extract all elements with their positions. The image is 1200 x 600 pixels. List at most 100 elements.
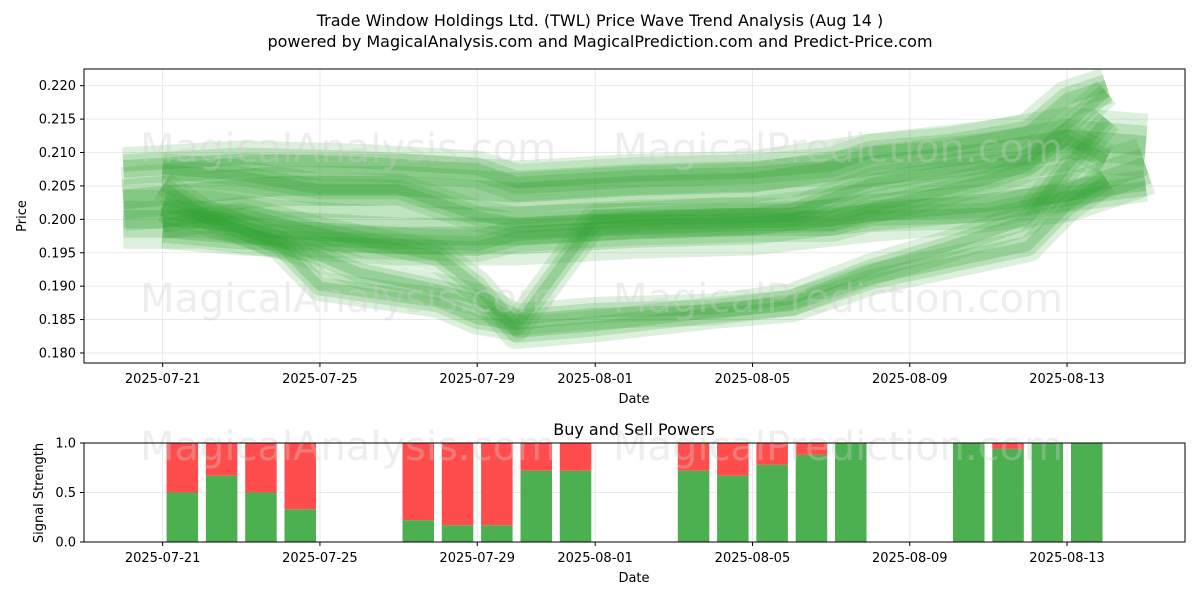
- sell-bar: [992, 443, 1024, 449]
- price-wave-band-8: [161, 169, 1148, 263]
- buy-bar: [205, 475, 238, 542]
- price-y-tick-label: 0.220: [39, 79, 76, 94]
- buy-bar: [441, 525, 474, 542]
- power-chart-title: Buy and Sell Powers: [553, 420, 715, 439]
- chart-title-line1: Trade Window Holdings Ltd. (TWL) Price W…: [316, 11, 884, 30]
- watermark-top-right-2: MagicalPrediction.com: [613, 276, 1063, 322]
- price-wave-band-4: [161, 171, 1113, 343]
- price-wave-band-5: [121, 119, 1148, 220]
- price-y-tick-label: 0.190: [39, 280, 76, 295]
- watermark-top-left-1: MagicalAnalysis.com: [140, 126, 556, 172]
- power-x-tick-label: 2025-08-13: [1029, 551, 1105, 566]
- sell-bar: [717, 443, 749, 476]
- power-x-tick-label: 2025-07-21: [125, 551, 201, 566]
- price-wave-band-8: [162, 180, 1147, 252]
- price-wave-band-2: [158, 108, 1119, 336]
- price-chart-frame: [83, 68, 1186, 364]
- buy-bar: [1071, 443, 1103, 542]
- price-wave-band-4: [160, 166, 1116, 349]
- price-x-tick-label: 2025-07-25: [282, 372, 358, 387]
- sell-bar: [559, 443, 592, 471]
- price-wave-band-7: [122, 74, 1111, 195]
- buy-bar: [402, 520, 434, 542]
- sell-bar: [756, 443, 788, 465]
- price-x-tick-label: 2025-08-13: [1029, 372, 1105, 387]
- buy-bar: [284, 509, 316, 542]
- buy-bar: [559, 470, 592, 542]
- price-chart-grid: [84, 69, 1185, 363]
- buy-bar: [1031, 443, 1064, 542]
- sell-bar: [284, 443, 316, 510]
- price-chart-watermarks: MagicalAnalysis.com MagicalPrediction.co…: [140, 126, 1063, 322]
- price-y-tick-label: 0.210: [39, 146, 76, 161]
- price-x-axis-label: Date: [618, 392, 649, 407]
- price-wave-band-7: [122, 69, 1113, 202]
- power-bars: [166, 443, 1103, 542]
- price-wave-band-3: [157, 85, 1113, 336]
- power-x-tick-label: 2025-08-09: [872, 551, 948, 566]
- power-x-tick-label: 2025-08-01: [557, 551, 633, 566]
- sell-bar: [245, 443, 277, 493]
- watermark-top-left-2: MagicalAnalysis.com: [140, 276, 556, 322]
- sell-bar: [677, 443, 710, 471]
- sell-bar: [402, 443, 434, 521]
- price-wave-band-8: [161, 175, 1147, 257]
- price-y-tick-label: 0.180: [39, 346, 76, 361]
- power-y-tick-label: 1.0: [55, 437, 76, 452]
- buy-bar: [166, 492, 199, 542]
- price-wave-band-4: [161, 175, 1110, 338]
- price-wave-band-6: [123, 157, 1149, 246]
- buy-bar: [717, 475, 749, 542]
- watermark-top-right-1: MagicalPrediction.com: [613, 126, 1063, 172]
- price-wave-band-6: [123, 138, 1156, 266]
- price-x-tick-label: 2025-08-01: [557, 372, 633, 387]
- price-wave-bands: [120, 69, 1156, 349]
- buy-bar: [481, 525, 513, 542]
- buy-bar: [835, 443, 867, 542]
- power-y-axis-label: Signal Strength: [32, 443, 47, 543]
- sell-bar: [166, 443, 199, 493]
- sell-bar: [520, 443, 552, 471]
- price-wave-band-6: [123, 148, 1152, 255]
- price-wave-band-7: [122, 80, 1109, 189]
- power-x-tick-label: 2025-07-29: [439, 551, 515, 566]
- price-y-tick-label: 0.185: [39, 313, 76, 328]
- price-y-axis-label: Price: [15, 200, 30, 232]
- watermark-bottom-left: MagicalAnalysis.com: [140, 424, 556, 470]
- power-x-tick-label: 2025-08-05: [715, 551, 791, 566]
- buy-bar: [795, 454, 828, 542]
- power-x-tick-label: 2025-07-25: [282, 551, 358, 566]
- watermark-bottom-right: MagicalPrediction.com: [613, 424, 1063, 470]
- price-wave-band-5: [120, 107, 1149, 232]
- price-wave-band-1: [162, 134, 1109, 228]
- price-wave-band-2: [161, 115, 1111, 325]
- chart-title-line2: powered by MagicalAnalysis.com and Magic…: [267, 32, 932, 51]
- price-x-tick-label: 2025-08-05: [715, 372, 791, 387]
- buy-bar: [756, 464, 788, 542]
- sell-bar: [205, 443, 238, 476]
- sell-bar: [481, 443, 513, 526]
- buy-bar: [677, 470, 710, 542]
- price-wave-band-2: [159, 112, 1115, 330]
- power-y-tick-label: 0.0: [55, 536, 76, 551]
- price-chart-axes: 2025-07-21 2025-07-25 2025-07-29 2025-08-01…: [39, 79, 1105, 387]
- price-x-tick-label: 2025-07-29: [439, 372, 515, 387]
- price-y-tick-label: 0.205: [39, 179, 76, 194]
- buy-bar: [992, 448, 1024, 542]
- price-wave-band-3: [159, 88, 1110, 331]
- price-x-tick-label: 2025-07-21: [125, 372, 201, 387]
- power-y-tick-label: 0.5: [55, 486, 76, 501]
- price-wave-band-3: [154, 80, 1117, 342]
- buy-bar: [953, 443, 985, 542]
- power-x-axis-label: Date: [618, 571, 649, 586]
- buy-bar: [245, 492, 277, 542]
- price-y-tick-label: 0.195: [39, 246, 76, 261]
- price-wave-band-1: [161, 123, 1114, 239]
- sell-bar: [795, 443, 828, 455]
- power-chart-watermarks: MagicalAnalysis.com MagicalPrediction.co…: [140, 424, 1063, 470]
- price-x-tick-label: 2025-08-09: [872, 372, 948, 387]
- buy-bar: [520, 470, 552, 542]
- price-wave-band-5: [122, 129, 1147, 210]
- price-wave-band-1: [161, 129, 1111, 233]
